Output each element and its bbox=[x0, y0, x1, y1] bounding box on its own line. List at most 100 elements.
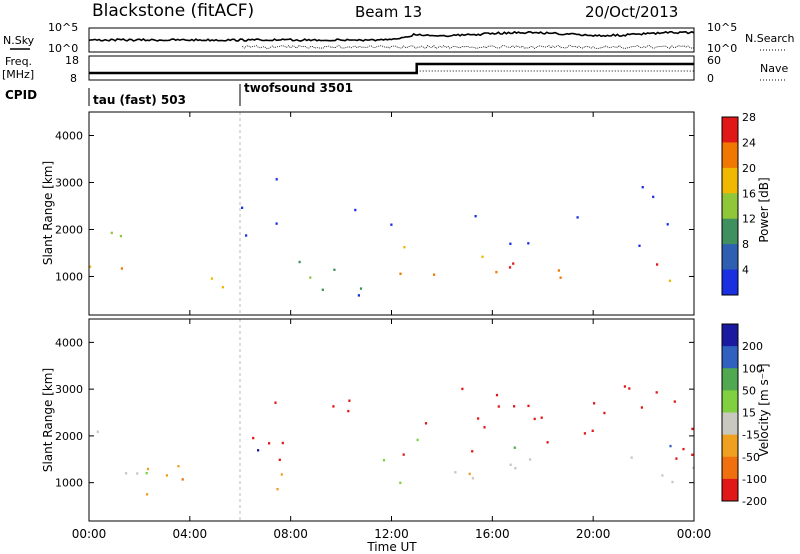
power-cell bbox=[399, 272, 402, 275]
velocity-colorbar-swatch bbox=[722, 324, 738, 347]
power-heatmap-cells bbox=[89, 178, 671, 297]
velocity-cell bbox=[274, 401, 277, 404]
freq-tick-top: 18 bbox=[65, 54, 79, 67]
velocity-cell bbox=[468, 472, 471, 476]
power-cell bbox=[559, 276, 562, 279]
velocity-colorbar-swatch bbox=[722, 478, 738, 502]
x-tick-label: 20:00 bbox=[576, 527, 611, 541]
power-ytick-label: 3000 bbox=[55, 176, 83, 189]
freq-trace bbox=[89, 62, 694, 75]
power-cell bbox=[354, 208, 357, 212]
velocity-cell bbox=[628, 387, 631, 390]
velocity-colorbar-swatch bbox=[722, 412, 738, 436]
velocity-cell bbox=[424, 422, 428, 425]
velocity-cell bbox=[280, 473, 283, 476]
power-cell bbox=[509, 242, 512, 245]
power-cell bbox=[576, 216, 579, 219]
x-axis-label: Time UT bbox=[366, 540, 417, 554]
velocity-cell bbox=[513, 405, 516, 408]
power-cell bbox=[245, 234, 248, 237]
nsearch-label: N.Search bbox=[745, 32, 795, 45]
x-tick-label: 00:00 bbox=[677, 527, 712, 541]
velocity-cell bbox=[691, 453, 694, 456]
power-cell bbox=[495, 270, 498, 274]
velocity-cell bbox=[146, 493, 149, 496]
velocity-cell bbox=[603, 411, 606, 415]
power-colorbar-swatch bbox=[722, 269, 738, 296]
velocity-heatmap-cells bbox=[96, 385, 695, 496]
velocity-ytick-label: 1000 bbox=[55, 477, 83, 490]
freq-label-line2: [MHz] bbox=[2, 68, 34, 81]
power-colorbar-tick: 16 bbox=[742, 187, 756, 200]
power-cell bbox=[403, 246, 406, 249]
power-colorbar-frame bbox=[721, 116, 739, 296]
nsearch-line bbox=[242, 44, 695, 49]
power-cell bbox=[359, 287, 363, 290]
velocity-y-label: Slant Range [km] bbox=[41, 368, 55, 472]
velocity-cell bbox=[497, 405, 500, 408]
velocity-cell bbox=[382, 459, 386, 462]
velocity-colorbar-swatch bbox=[722, 368, 738, 391]
x-tick-label: 16:00 bbox=[475, 527, 510, 541]
velocity-cell bbox=[583, 432, 586, 435]
velocity-cell bbox=[145, 472, 148, 475]
velocity-cell bbox=[640, 406, 643, 409]
power-cell bbox=[309, 276, 312, 279]
velocity-colorbar-tick: -50 bbox=[742, 451, 760, 464]
velocity-cell bbox=[278, 458, 281, 461]
power-cell bbox=[474, 215, 477, 218]
freq-label-line1: Freq. bbox=[5, 55, 32, 68]
velocity-cell bbox=[593, 402, 596, 405]
power-cell bbox=[275, 178, 278, 181]
velocity-colorbar: 200 100 50 15 -15 -50 -100 -200 bbox=[721, 323, 767, 508]
velocity-cell bbox=[125, 472, 128, 475]
velocity-ytick-label: 3000 bbox=[55, 383, 83, 396]
x-tick-label: 04:00 bbox=[173, 527, 208, 541]
power-cell bbox=[298, 260, 301, 264]
x-tick-label: 12:00 bbox=[374, 527, 409, 541]
velocity-cell bbox=[399, 481, 402, 484]
time-x-axis: 00:00 04:00 08:00 12:00 16:00 20:00 00:00 bbox=[72, 112, 712, 541]
velocity-cell bbox=[165, 474, 168, 477]
power-cell bbox=[652, 195, 655, 199]
velocity-cell bbox=[332, 405, 335, 408]
nsky-label: N.Sky bbox=[3, 34, 35, 47]
power-cell bbox=[481, 255, 484, 258]
velocity-cell bbox=[146, 467, 150, 471]
velocity-cell bbox=[416, 438, 419, 442]
nsky-panel: N.Sky 10^5 10^0 10^5 10^0 N.Search bbox=[3, 21, 795, 55]
power-colorbar-tick: 8 bbox=[742, 238, 749, 251]
freq-panel: Freq. [MHz] 18 8 60 0 Nave bbox=[2, 54, 788, 85]
velocity-colorbar-swatch bbox=[722, 390, 738, 413]
velocity-y-axis: 1000 2000 3000 4000 bbox=[55, 336, 694, 490]
power-cell bbox=[656, 263, 659, 266]
power-ytick-label: 2000 bbox=[55, 223, 83, 236]
velocity-colorbar-tick: 15 bbox=[742, 407, 756, 420]
power-panel: 1000 2000 3000 4000 Slant Range [km] 4 8 12 16… bbox=[41, 111, 771, 316]
velocity-cell bbox=[514, 467, 517, 470]
velocity-cell bbox=[483, 426, 486, 429]
power-plot-bg bbox=[89, 112, 694, 315]
velocity-cell bbox=[691, 427, 694, 431]
power-colorbar-tick: 12 bbox=[742, 213, 756, 226]
velocity-cell bbox=[347, 409, 350, 413]
velocity-cell bbox=[513, 446, 516, 449]
velocity-cell bbox=[655, 391, 658, 394]
velocity-cell bbox=[454, 471, 457, 474]
power-cell bbox=[119, 234, 122, 238]
power-cell bbox=[668, 279, 671, 282]
x-tick-label: 00:00 bbox=[72, 527, 107, 541]
velocity-cell bbox=[661, 474, 664, 477]
power-colorbar-swatch bbox=[722, 167, 738, 194]
power-cell bbox=[210, 277, 213, 280]
nave-tick-bottom: 0 bbox=[707, 72, 714, 85]
velocity-ytick-label: 2000 bbox=[55, 430, 83, 443]
velocity-cell bbox=[471, 477, 474, 480]
cpid-label: CPID bbox=[5, 88, 37, 102]
nsearch-tick-bottom: 10^0 bbox=[707, 42, 737, 55]
velocity-cell bbox=[671, 480, 674, 484]
power-colorbar-swatch bbox=[722, 193, 738, 220]
velocity-plot-bg bbox=[89, 319, 694, 521]
power-cell bbox=[333, 268, 336, 271]
